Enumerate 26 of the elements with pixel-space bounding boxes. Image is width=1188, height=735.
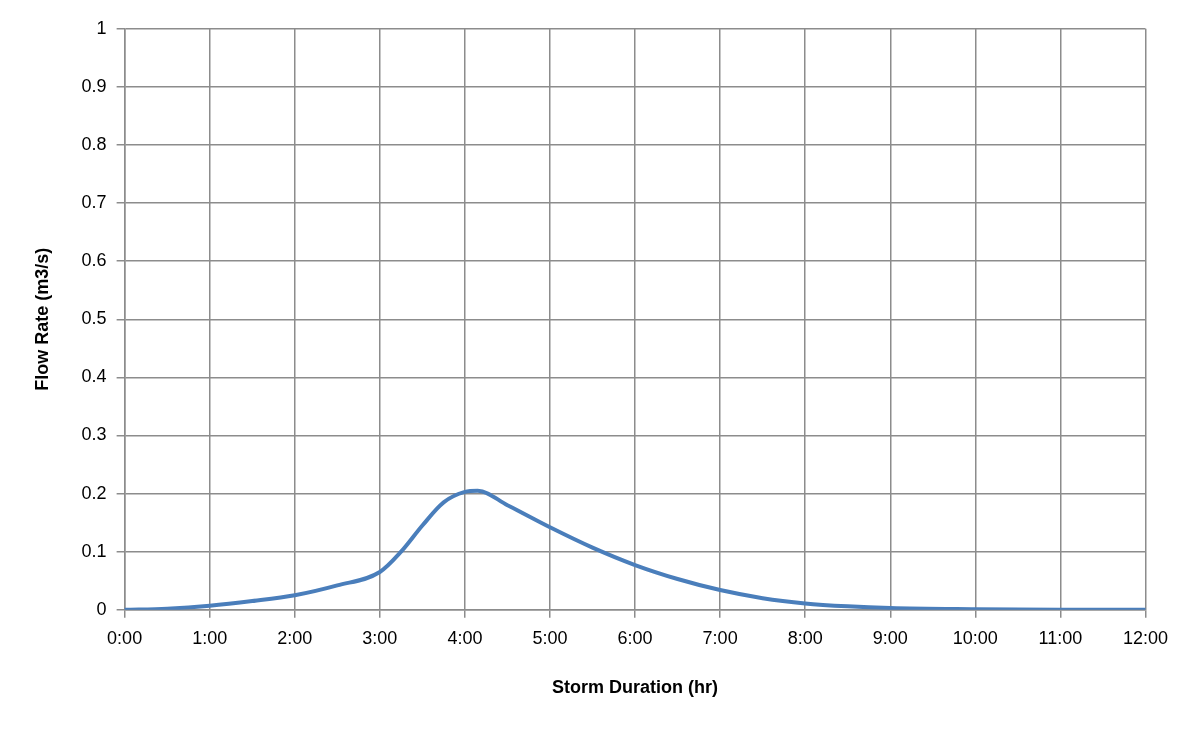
x-tick-label: 7:00 <box>702 627 738 648</box>
y-tick-label: 1 <box>96 17 107 38</box>
x-tick-label: 11:00 <box>1038 627 1083 648</box>
x-tick-label: 5:00 <box>532 627 568 648</box>
y-tick-label: 0.2 <box>81 482 107 503</box>
y-tick-label: 0.9 <box>81 75 107 96</box>
x-axis-title: Storm Duration (hr) <box>552 677 719 698</box>
y-tick-label: 0 <box>96 598 107 619</box>
y-tick-label: 0.5 <box>81 308 107 329</box>
x-tick-label: 12:00 <box>1122 627 1168 648</box>
x-tick-label: 4:00 <box>447 627 483 648</box>
x-tick-label: 2:00 <box>277 627 313 648</box>
x-tick-label: 1:00 <box>192 627 228 648</box>
x-tick-label: 9:00 <box>872 627 908 648</box>
y-tick-label: 0.8 <box>81 133 107 154</box>
x-tick-label: 6:00 <box>617 627 653 648</box>
x-tick-label: 0:00 <box>107 627 143 648</box>
y-tick-label: 0.6 <box>81 250 107 271</box>
y-axis-title: Flow Rate (m3/s) <box>31 247 52 391</box>
y-tick-label: 0.1 <box>81 540 107 561</box>
y-tick-label: 0.4 <box>81 366 107 387</box>
x-tick-label: 3:00 <box>362 627 398 648</box>
y-tick-label: 0.7 <box>81 192 107 213</box>
x-tick-label: 8:00 <box>787 627 823 648</box>
y-tick-label: 0.3 <box>81 424 107 445</box>
x-tick-label: 10:00 <box>952 627 998 648</box>
